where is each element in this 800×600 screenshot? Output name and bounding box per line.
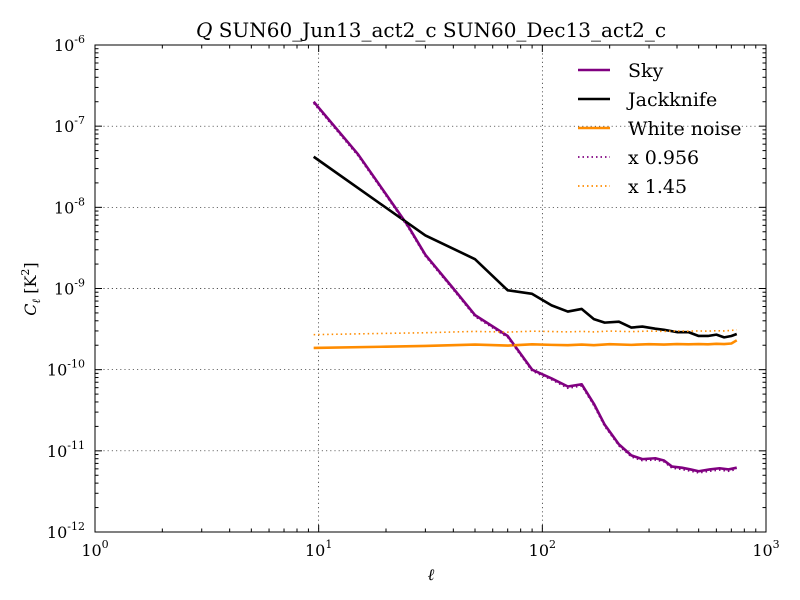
legend-label-0: Sky <box>628 60 664 82</box>
chart-title: Q SUN60_Jun13_act2_c SUN60_Dec13_act2_c <box>196 18 666 42</box>
legend: Sky Jackknife White noise x 0.956 x 1.45 <box>578 60 742 198</box>
y-tick-label-6: 10-6 <box>54 33 85 55</box>
y-tick-label-0: 10-12 <box>47 520 85 542</box>
x-tick-label-0: 100 <box>81 538 108 560</box>
y-axis-label-unit-sup: 2 <box>19 269 32 276</box>
grid-layer <box>95 45 766 532</box>
series-line-2 <box>313 339 738 350</box>
legend-label-2: White noise <box>628 118 742 140</box>
y-tick-labels: 10-12 10-11 10-10 10-9 10-8 10-7 10-6 <box>47 33 85 542</box>
series-line-1 <box>312 155 738 339</box>
y-tick-label-1: 10-11 <box>47 439 85 461</box>
chart-title-text: SUN60_Jun13_act2_c SUN60_Dec13_act2_c <box>212 18 666 42</box>
x-tick-labels: 100 101 102 103 <box>81 538 779 560</box>
legend-label-4: x 1.45 <box>628 176 687 198</box>
y-tick-label-4: 10-8 <box>54 195 85 217</box>
y-axis-label-unit-close: ] <box>21 262 40 268</box>
series-line-4 <box>313 328 737 336</box>
series-layer <box>312 100 738 474</box>
x-tick-label-2: 102 <box>529 538 556 560</box>
x-tick-label-1: 101 <box>305 538 332 560</box>
tick-layer <box>94 44 767 533</box>
legend-label-1: Jackknife <box>626 89 717 111</box>
x-tick-label-3: 103 <box>752 538 779 560</box>
chart-title-symbol: Q <box>196 18 212 42</box>
y-axis-label-sub: ℓ <box>30 298 43 303</box>
y-tick-label-2: 10-10 <box>47 358 85 380</box>
y-tick-label-5: 10-7 <box>54 114 85 136</box>
y-axis-label-base: C <box>21 303 40 315</box>
x-axis-label: ℓ <box>428 565 435 584</box>
y-axis-label-unit-open: [K <box>21 275 40 299</box>
y-tick-label-3: 10-9 <box>54 277 85 299</box>
legend-label-3: x 0.956 <box>628 147 699 169</box>
y-axis-label: Cℓ [K2] <box>19 262 43 315</box>
